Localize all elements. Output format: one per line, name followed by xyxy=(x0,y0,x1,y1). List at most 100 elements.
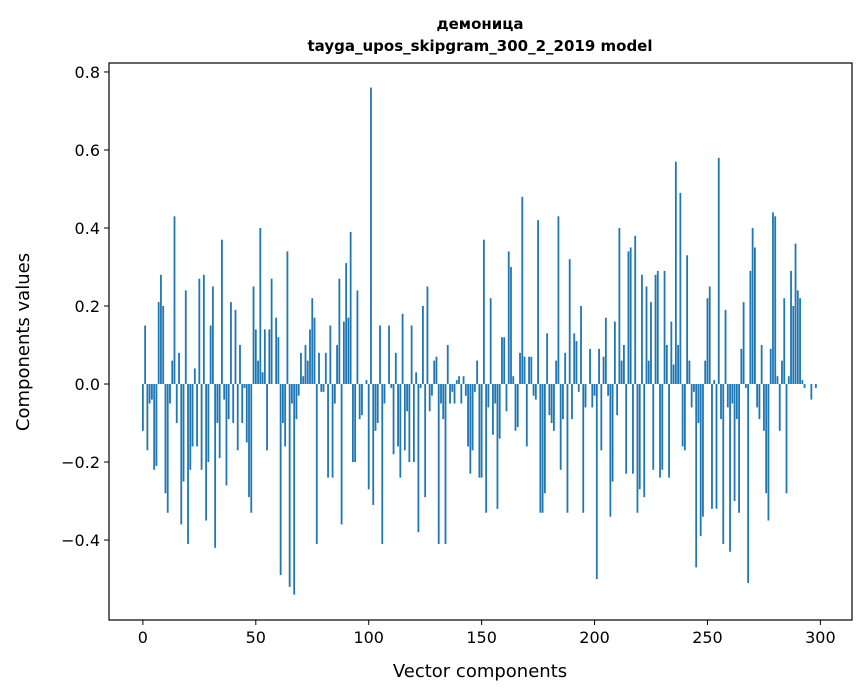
bar xyxy=(591,384,594,408)
bar xyxy=(765,384,768,494)
bar xyxy=(281,384,284,424)
x-tick-label: 100 xyxy=(353,628,384,647)
bar xyxy=(304,345,307,385)
bar xyxy=(760,345,763,385)
bar xyxy=(261,372,264,385)
bar xyxy=(390,384,393,388)
bar xyxy=(358,384,361,420)
bar xyxy=(787,376,790,385)
bar xyxy=(496,384,499,509)
bar xyxy=(254,329,257,385)
bar xyxy=(473,384,476,392)
bar xyxy=(169,384,171,404)
bar xyxy=(767,384,770,521)
bar xyxy=(564,352,567,385)
bar xyxy=(225,384,228,486)
bar xyxy=(164,384,167,494)
bar xyxy=(408,384,411,463)
bar xyxy=(487,384,490,408)
bar xyxy=(645,286,648,385)
bar xyxy=(613,321,616,385)
bar xyxy=(749,270,752,385)
chart-subtitle: tayga_upos_skipgram_300_2_2019 model xyxy=(308,37,653,55)
bar xyxy=(394,352,397,385)
bar xyxy=(670,321,673,385)
bar xyxy=(245,384,248,443)
bar xyxy=(275,317,278,385)
bar xyxy=(589,348,591,385)
bar xyxy=(625,384,628,474)
bar xyxy=(270,278,273,385)
y-tick-label: 0.2 xyxy=(75,297,100,316)
bar xyxy=(672,364,675,385)
bar xyxy=(338,278,341,385)
bar xyxy=(451,384,454,392)
bar xyxy=(498,384,501,439)
bar xyxy=(643,384,646,498)
bar xyxy=(792,306,795,385)
y-axis: −0.4 −0.2 0.0 0.2 0.4 0.6 0.8 xyxy=(61,63,109,550)
bar xyxy=(548,384,551,416)
bar xyxy=(324,352,327,385)
bar xyxy=(460,384,463,404)
bar xyxy=(182,384,185,482)
bar xyxy=(155,384,158,466)
bar xyxy=(250,384,253,513)
bar xyxy=(345,263,348,385)
bar xyxy=(428,384,431,412)
bar xyxy=(302,376,305,385)
x-tick-label: 300 xyxy=(805,628,836,647)
bar xyxy=(494,384,497,404)
x-tick-label: 0 xyxy=(138,628,148,647)
x-tick-label: 50 xyxy=(246,628,266,647)
bar xyxy=(674,161,677,385)
bar xyxy=(291,384,293,404)
bar xyxy=(722,384,725,544)
bar xyxy=(654,274,657,385)
bar xyxy=(803,384,806,388)
bar xyxy=(616,384,619,416)
bar xyxy=(218,384,221,459)
y-tick-label: 0.0 xyxy=(75,375,100,394)
bar xyxy=(221,239,223,385)
bar xyxy=(763,384,765,431)
bar xyxy=(604,317,607,385)
bar xyxy=(198,278,201,385)
bar xyxy=(740,348,743,385)
bar xyxy=(388,325,390,385)
bar xyxy=(781,360,783,385)
bar xyxy=(584,384,587,408)
bar xyxy=(381,384,384,544)
bar xyxy=(227,384,230,420)
bar xyxy=(412,384,415,463)
bar xyxy=(688,360,691,385)
bar xyxy=(575,341,578,385)
bar xyxy=(162,306,165,385)
bar xyxy=(534,384,537,400)
x-axis-label: Vector components xyxy=(393,661,567,682)
bar xyxy=(376,384,379,424)
bar xyxy=(284,384,287,447)
bar xyxy=(239,345,241,385)
bar xyxy=(146,384,149,451)
bar xyxy=(638,384,641,490)
bar xyxy=(546,333,549,385)
bar xyxy=(512,376,515,385)
bar xyxy=(327,384,329,478)
bar xyxy=(148,384,151,404)
bar xyxy=(241,384,244,424)
bar xyxy=(562,384,564,420)
bar xyxy=(422,306,424,385)
bar xyxy=(523,356,526,385)
bar xyxy=(801,380,804,385)
bar xyxy=(557,216,560,385)
bar xyxy=(347,317,350,385)
bar xyxy=(706,298,709,385)
bar xyxy=(417,384,420,533)
bar xyxy=(171,360,174,385)
bar xyxy=(753,247,756,385)
bar xyxy=(435,356,438,385)
bar xyxy=(699,384,702,537)
bar xyxy=(342,321,345,385)
